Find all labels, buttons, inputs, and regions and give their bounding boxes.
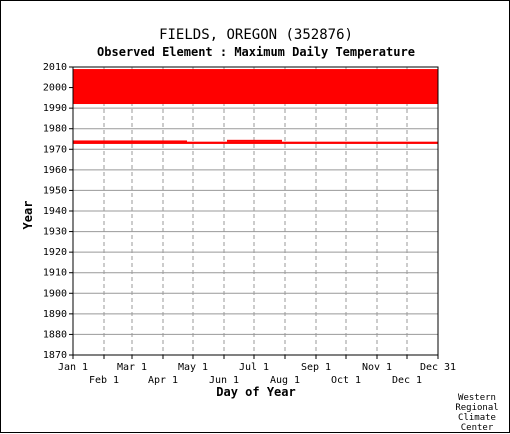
y-tick-label: 1980 [43,124,67,135]
credit-line-3: Climate [458,413,496,423]
credit-line-1: Western [458,393,496,403]
x-tick-label: Sep 1 [301,362,331,373]
x-tick-label: Jul 1 [239,362,269,373]
y-axis-label: Year [21,201,35,230]
x-tick-label: Nov 1 [362,362,392,373]
y-tick-label: 1940 [43,206,67,217]
credit-line-4: Center [461,423,494,433]
y-tick-label: 1990 [43,103,67,114]
data-bar [73,140,187,143]
x-tick-label: Apr 1 [148,375,178,386]
y-tick-label: 1960 [43,165,67,176]
y-tick-label: 1930 [43,227,67,238]
x-tick-label: Aug 1 [270,375,300,386]
x-tick-label: Dec 31 [420,362,456,373]
x-axis: Jan 1 Mar 1 May 1 Jul 1 Sep 1 Nov 1 Dec 31 Feb … [58,355,456,386]
credit-line-2: Regional [455,403,498,413]
y-tick-label: 1880 [43,329,67,340]
x-tick-label: Oct 1 [331,375,361,386]
x-axis-label: Day of Year [216,385,295,399]
y-tick-label: 1910 [43,268,67,279]
y-tick-label: 1900 [43,288,67,299]
x-tick-label: May 1 [178,362,208,373]
y-tick-label: 2000 [43,83,67,94]
y-axis: 1870 1880 1890 1900 1910 1920 1930 1940 1950 1960… [43,62,73,361]
data-bars [73,69,438,144]
y-tick-label: 1890 [43,309,67,320]
y-tick-label: 2010 [43,62,67,73]
chart-title: FIELDS, OREGON (352876) [159,27,353,43]
y-tick-label: 1870 [43,350,67,361]
data-bar [227,139,282,142]
data-bar [73,141,438,144]
x-tick-label: Feb 1 [89,375,119,386]
credit-block: Western Regional Climate Center [455,393,498,433]
grid-lines [73,66,438,356]
x-tick-label: Mar 1 [117,362,147,373]
data-bar [73,69,438,105]
x-tick-label: Jun 1 [209,375,239,386]
x-tick-label: Dec 1 [392,375,422,386]
y-tick-label: 1970 [43,144,67,155]
plot-area-border [72,66,439,356]
chart-subtitle: Observed Element : Maximum Daily Tempera… [97,45,415,59]
y-tick-label: 1920 [43,247,67,258]
x-tick-label: Jan 1 [58,362,88,373]
y-tick-label: 1950 [43,185,67,196]
